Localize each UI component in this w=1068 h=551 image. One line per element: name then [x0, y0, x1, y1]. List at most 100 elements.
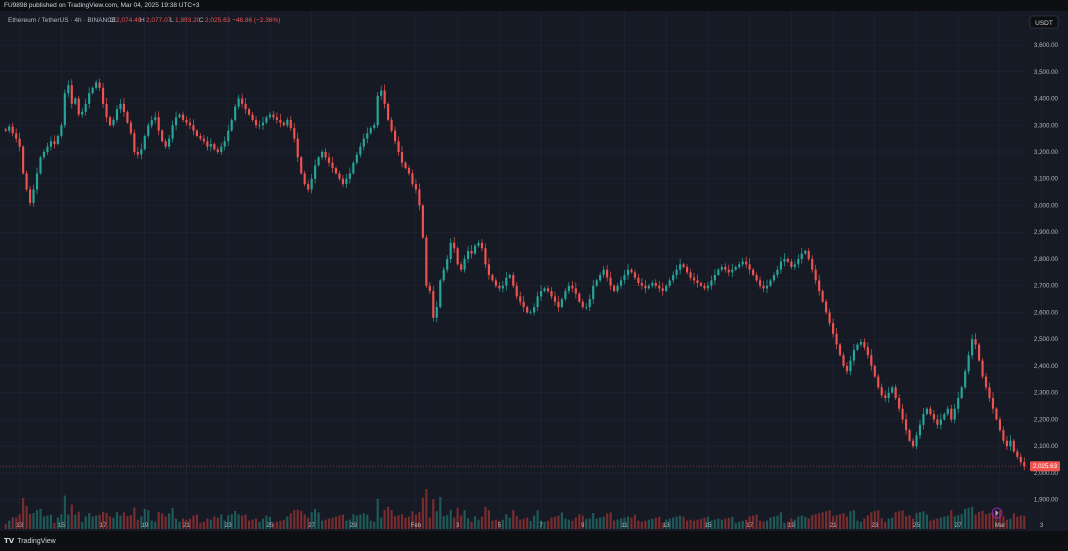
volume-bar [174, 518, 178, 529]
volume-bar [247, 520, 251, 529]
candle-body [355, 154, 358, 163]
volume-bars [4, 489, 1026, 529]
volume-bar [585, 519, 588, 529]
candle-body [797, 258, 800, 265]
candle-body [140, 149, 143, 155]
candle-body [463, 258, 466, 270]
candle-body [81, 111, 84, 115]
volume-bar [612, 520, 616, 529]
volume-bar [460, 515, 463, 529]
candle-body [320, 152, 324, 158]
volume-bar [946, 515, 949, 529]
volume-bar [213, 516, 216, 529]
volume-bar [501, 519, 504, 529]
time-axis[interactable]: 13 15 17 19 21 23 25 27 29 Feb 3 5 7 9 11 13 15 17 19 21 23 2… [16, 522, 1068, 529]
candle-body [668, 280, 671, 286]
volume-bar [898, 511, 901, 529]
time-tick-label: 9 [581, 522, 585, 529]
volume-bar [668, 518, 671, 529]
candle-body [484, 248, 487, 265]
candle-body [567, 285, 570, 292]
volume-bar [157, 512, 160, 529]
price-tick-label: 2,500.00 [1034, 336, 1059, 343]
candle-body [181, 114, 185, 120]
volume-bar [981, 510, 984, 529]
candle-body [790, 261, 793, 267]
volume-bar [550, 517, 553, 529]
volume-bar [4, 523, 7, 529]
candle-body [943, 414, 946, 420]
price-tick-label: 3,100.00 [1034, 176, 1059, 183]
chart-background [0, 11, 1068, 531]
volume-bar [682, 516, 685, 529]
volume-bar [595, 518, 598, 529]
candle-body [157, 117, 160, 131]
chart-canvas[interactable]: 1,900.00 2,000.00 2,100.00 2,200.00 2,300.00… [0, 11, 1068, 531]
candle-body [911, 440, 915, 447]
candle-body [877, 376, 880, 388]
volume-bar [661, 522, 664, 529]
candle-body [362, 138, 365, 147]
candle-body [53, 141, 56, 144]
replay-button[interactable] [991, 507, 1003, 519]
candle-body [731, 269, 734, 273]
candle-body [546, 288, 550, 292]
high-label: H [140, 17, 145, 24]
candle-body [192, 125, 195, 131]
candle-body [957, 398, 960, 409]
candle-body [672, 275, 675, 281]
candle-body [765, 285, 769, 289]
price-tick-label: 2,900.00 [1034, 229, 1059, 236]
candle-body [724, 266, 727, 270]
volume-bar [241, 515, 244, 529]
volume-bar [348, 519, 351, 529]
volume-bar [991, 512, 995, 529]
candle-body [831, 323, 835, 334]
volume-bar [171, 508, 174, 529]
candle-body [446, 258, 449, 270]
volume-bar [300, 510, 303, 529]
volume-bar [129, 515, 132, 529]
candle-body [428, 285, 431, 292]
currency-badge-label: USDT [1035, 20, 1053, 27]
volume-bar [143, 509, 146, 529]
volume-bar [28, 514, 32, 529]
time-tick-label: 25 [266, 522, 273, 529]
candle-body [300, 157, 303, 174]
candle-body [692, 277, 696, 281]
volume-bar [18, 514, 21, 529]
candle-body [1002, 430, 1005, 441]
volume-bar [553, 516, 557, 529]
volume-bar [39, 508, 42, 529]
volume-bar [373, 521, 376, 529]
tradingview-logo[interactable]: TV TradingView [4, 537, 56, 545]
volume-bar [1012, 513, 1015, 529]
candle-body [960, 387, 963, 399]
volume-bar [755, 514, 758, 529]
volume-bar [838, 514, 842, 529]
candle-body [884, 395, 887, 399]
candle-body [84, 103, 87, 112]
volume-bar [814, 514, 817, 529]
volume-bar [126, 516, 129, 529]
currency-badge[interactable]: USDT [1029, 15, 1059, 29]
candle-body [741, 261, 744, 265]
candle-body [727, 269, 730, 273]
volume-bar [606, 513, 609, 529]
volume-bar [915, 513, 918, 529]
price-axis[interactable]: 1,900.00 2,000.00 2,100.00 2,200.00 2,300.00… [1034, 42, 1059, 504]
candlestick-chart[interactable]: 1,900.00 2,000.00 2,100.00 2,200.00 2,300.00… [0, 11, 1068, 531]
candle-body [564, 291, 567, 300]
volume-bar [115, 512, 119, 529]
volume-bar [640, 521, 643, 529]
candle-body [32, 189, 35, 203]
candle-body [953, 408, 956, 420]
candle-body [821, 291, 824, 302]
volume-bar [1016, 516, 1019, 529]
volume-bar [237, 514, 240, 529]
volume-bar [894, 512, 897, 529]
candle-body [828, 312, 831, 324]
candle-body [199, 135, 202, 139]
candle-body [206, 141, 209, 147]
volume-bar [473, 516, 477, 529]
